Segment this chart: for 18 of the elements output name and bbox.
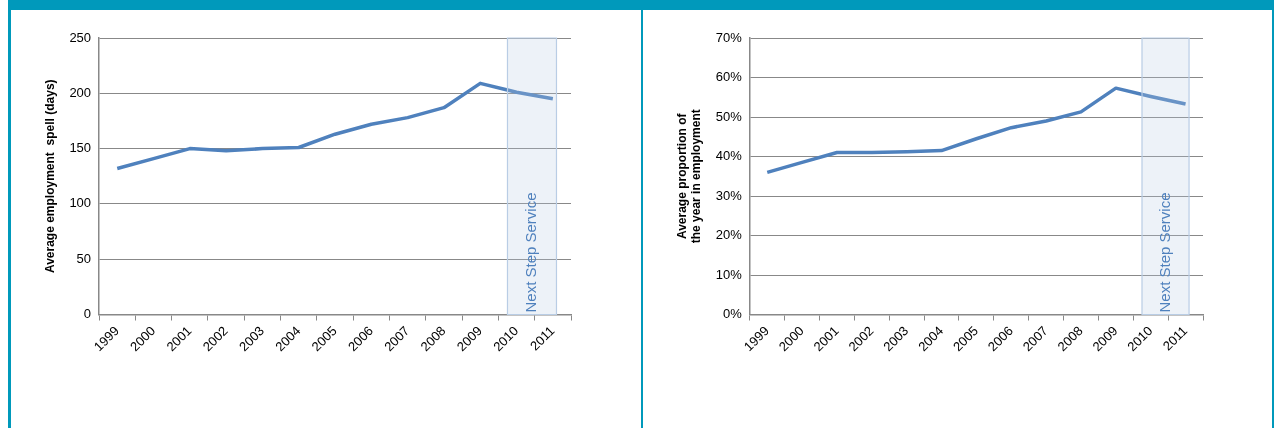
- y-tick-label: 40%: [715, 148, 742, 164]
- y-tick-label: 30%: [715, 187, 742, 203]
- y-tick-label: 70%: [715, 29, 742, 45]
- y-axis-title: Average proportion of the year in employment: [674, 109, 703, 244]
- y-tick-label: 200: [69, 84, 92, 100]
- y-tick-label: 20%: [715, 227, 742, 243]
- y-tick-label: 0: [83, 306, 92, 322]
- y-tick-label: 100: [69, 195, 92, 211]
- y-tick-label: 10%: [715, 266, 742, 282]
- y-tick-label: 150: [69, 140, 92, 156]
- band-label: Next Step Service: [1155, 192, 1173, 313]
- y-tick-label: 50%: [715, 108, 742, 124]
- y-tick-label: 250: [69, 29, 92, 45]
- y-axis-title: Average employment spell (days): [42, 79, 57, 274]
- y-tick-label: 50: [76, 250, 92, 266]
- band-label: Next Step Service: [522, 192, 540, 313]
- y-tick-label: 0%: [722, 306, 742, 322]
- y-tick-label: 60%: [715, 69, 742, 85]
